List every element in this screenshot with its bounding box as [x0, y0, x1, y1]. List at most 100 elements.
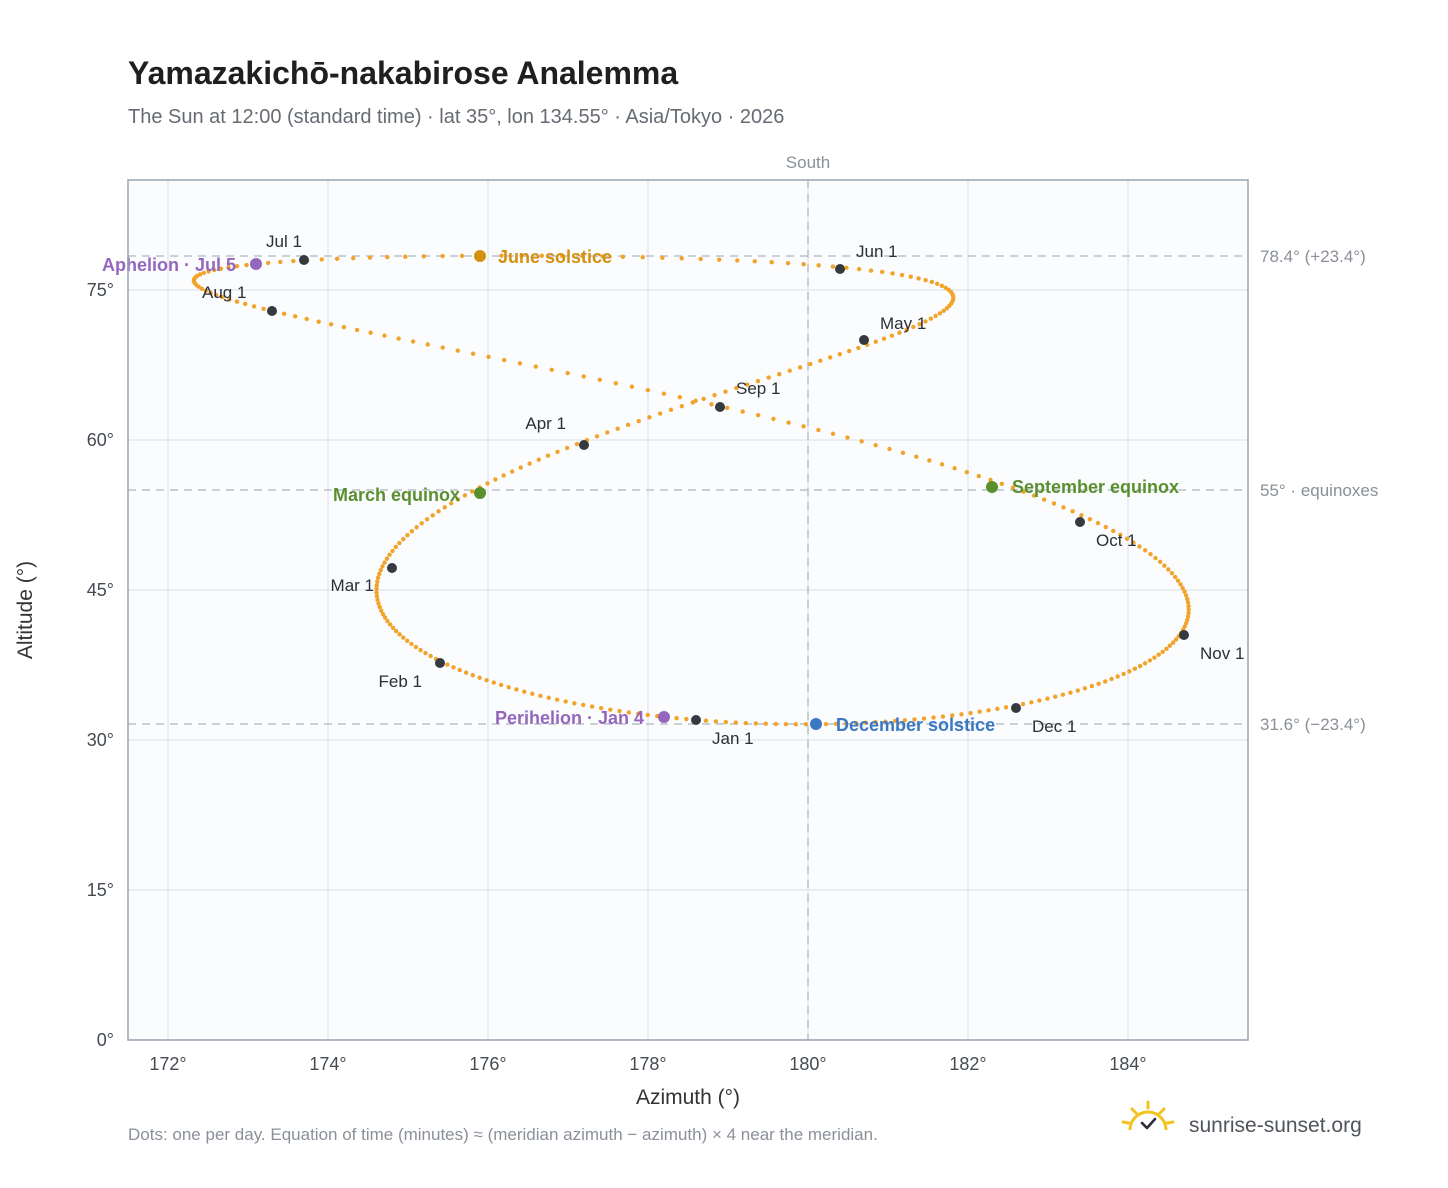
day-dot	[423, 650, 428, 656]
day-dot	[1186, 610, 1191, 616]
day-dot	[645, 712, 650, 718]
event-label: Perihelion · Jan 4	[495, 708, 644, 728]
day-dot	[923, 277, 928, 283]
day-dot	[291, 258, 296, 264]
day-dot	[498, 682, 504, 688]
day-dot	[455, 348, 461, 353]
day-dot	[1185, 617, 1190, 623]
day-dot	[396, 336, 401, 341]
day-dot	[1115, 674, 1120, 679]
day-dot	[559, 253, 565, 259]
event-label: September equinox	[1012, 477, 1179, 497]
day-dot	[213, 292, 219, 298]
day-dot	[199, 286, 205, 291]
day-dot	[581, 702, 586, 708]
day-dot	[385, 618, 390, 624]
day-dot	[555, 449, 560, 455]
day-dot	[1147, 658, 1153, 663]
day-dot	[923, 319, 928, 324]
day-dot	[1186, 607, 1191, 612]
day-dot	[931, 715, 936, 720]
day-dot	[783, 721, 789, 727]
day-dot	[379, 608, 384, 613]
day-dot	[1162, 563, 1167, 568]
month-marker	[835, 264, 845, 274]
month-marker	[299, 255, 309, 265]
month-marker-label: Dec 1	[1032, 717, 1076, 736]
day-dot	[1132, 666, 1138, 671]
day-dot	[563, 699, 568, 704]
day-dot	[959, 712, 964, 717]
day-dot	[374, 583, 379, 588]
day-dot	[414, 525, 419, 530]
day-dot	[1185, 596, 1190, 602]
day-dot	[902, 718, 908, 723]
day-dot	[881, 336, 887, 341]
day-dot	[424, 517, 430, 522]
day-dot	[723, 389, 728, 394]
day-dot	[1137, 544, 1142, 549]
brand-logo[interactable]: sunrise-sunset.org	[1121, 1100, 1362, 1137]
day-dot	[859, 439, 864, 444]
day-dot	[351, 255, 356, 261]
day-dot	[485, 481, 490, 486]
day-dot	[442, 505, 447, 510]
day-dot	[390, 548, 395, 554]
day-dot	[793, 722, 799, 727]
event-markers: June solstice March equinox September equi…	[102, 247, 1179, 735]
day-dot	[1010, 485, 1016, 490]
day-dot	[499, 253, 504, 258]
y-tick-label: 45°	[87, 580, 114, 600]
day-dot	[1148, 552, 1153, 557]
day-dot	[436, 509, 441, 514]
day-dot	[935, 281, 940, 287]
chart-title: Yamazakichō-nakabirose Analemma	[128, 55, 678, 91]
day-dot	[419, 521, 424, 526]
day-dot	[341, 324, 347, 330]
day-dot	[613, 381, 619, 386]
day-dot	[941, 308, 946, 313]
day-dot	[995, 706, 1000, 712]
y-tick-label: 30°	[87, 730, 114, 750]
day-dot	[1169, 571, 1175, 576]
day-dot	[636, 418, 641, 424]
event-label: March equinox	[333, 485, 460, 505]
day-dot	[843, 721, 849, 726]
day-dot	[1160, 649, 1165, 654]
event-label: June solstice	[498, 247, 612, 267]
day-dot	[517, 361, 523, 366]
day-dot	[1142, 661, 1148, 666]
day-dot	[773, 721, 779, 727]
day-dot	[536, 457, 541, 462]
month-marker	[691, 715, 701, 725]
day-dot	[786, 420, 791, 425]
day-dot	[745, 382, 750, 387]
day-dot	[382, 333, 387, 338]
event-marker	[474, 487, 486, 499]
day-dot	[677, 395, 683, 400]
day-dot	[943, 285, 948, 290]
day-dot	[914, 454, 919, 459]
day-dot	[401, 635, 406, 640]
day-dot	[617, 708, 622, 714]
day-dot	[196, 284, 201, 289]
day-dot	[319, 257, 324, 262]
day-dot	[538, 693, 543, 698]
month-marker	[715, 402, 725, 412]
day-dot	[1111, 528, 1116, 534]
day-dot	[292, 314, 298, 319]
day-dot	[712, 393, 717, 398]
day-dot	[873, 720, 878, 725]
day-dot	[393, 628, 399, 634]
day-dot	[470, 673, 475, 678]
day-dot	[787, 368, 792, 373]
sun-icon	[1121, 1100, 1175, 1131]
day-dot	[853, 720, 859, 726]
month-marker-label: Jul 1	[266, 232, 302, 251]
y-tick-label: 60°	[87, 430, 114, 450]
x-axis-ticks: 172° 174° 176° 178° 180° 182° 184°	[149, 1054, 1146, 1074]
day-dot	[509, 469, 515, 474]
day-dot	[1096, 681, 1101, 686]
day-dot	[629, 384, 635, 389]
day-dot	[674, 715, 679, 721]
